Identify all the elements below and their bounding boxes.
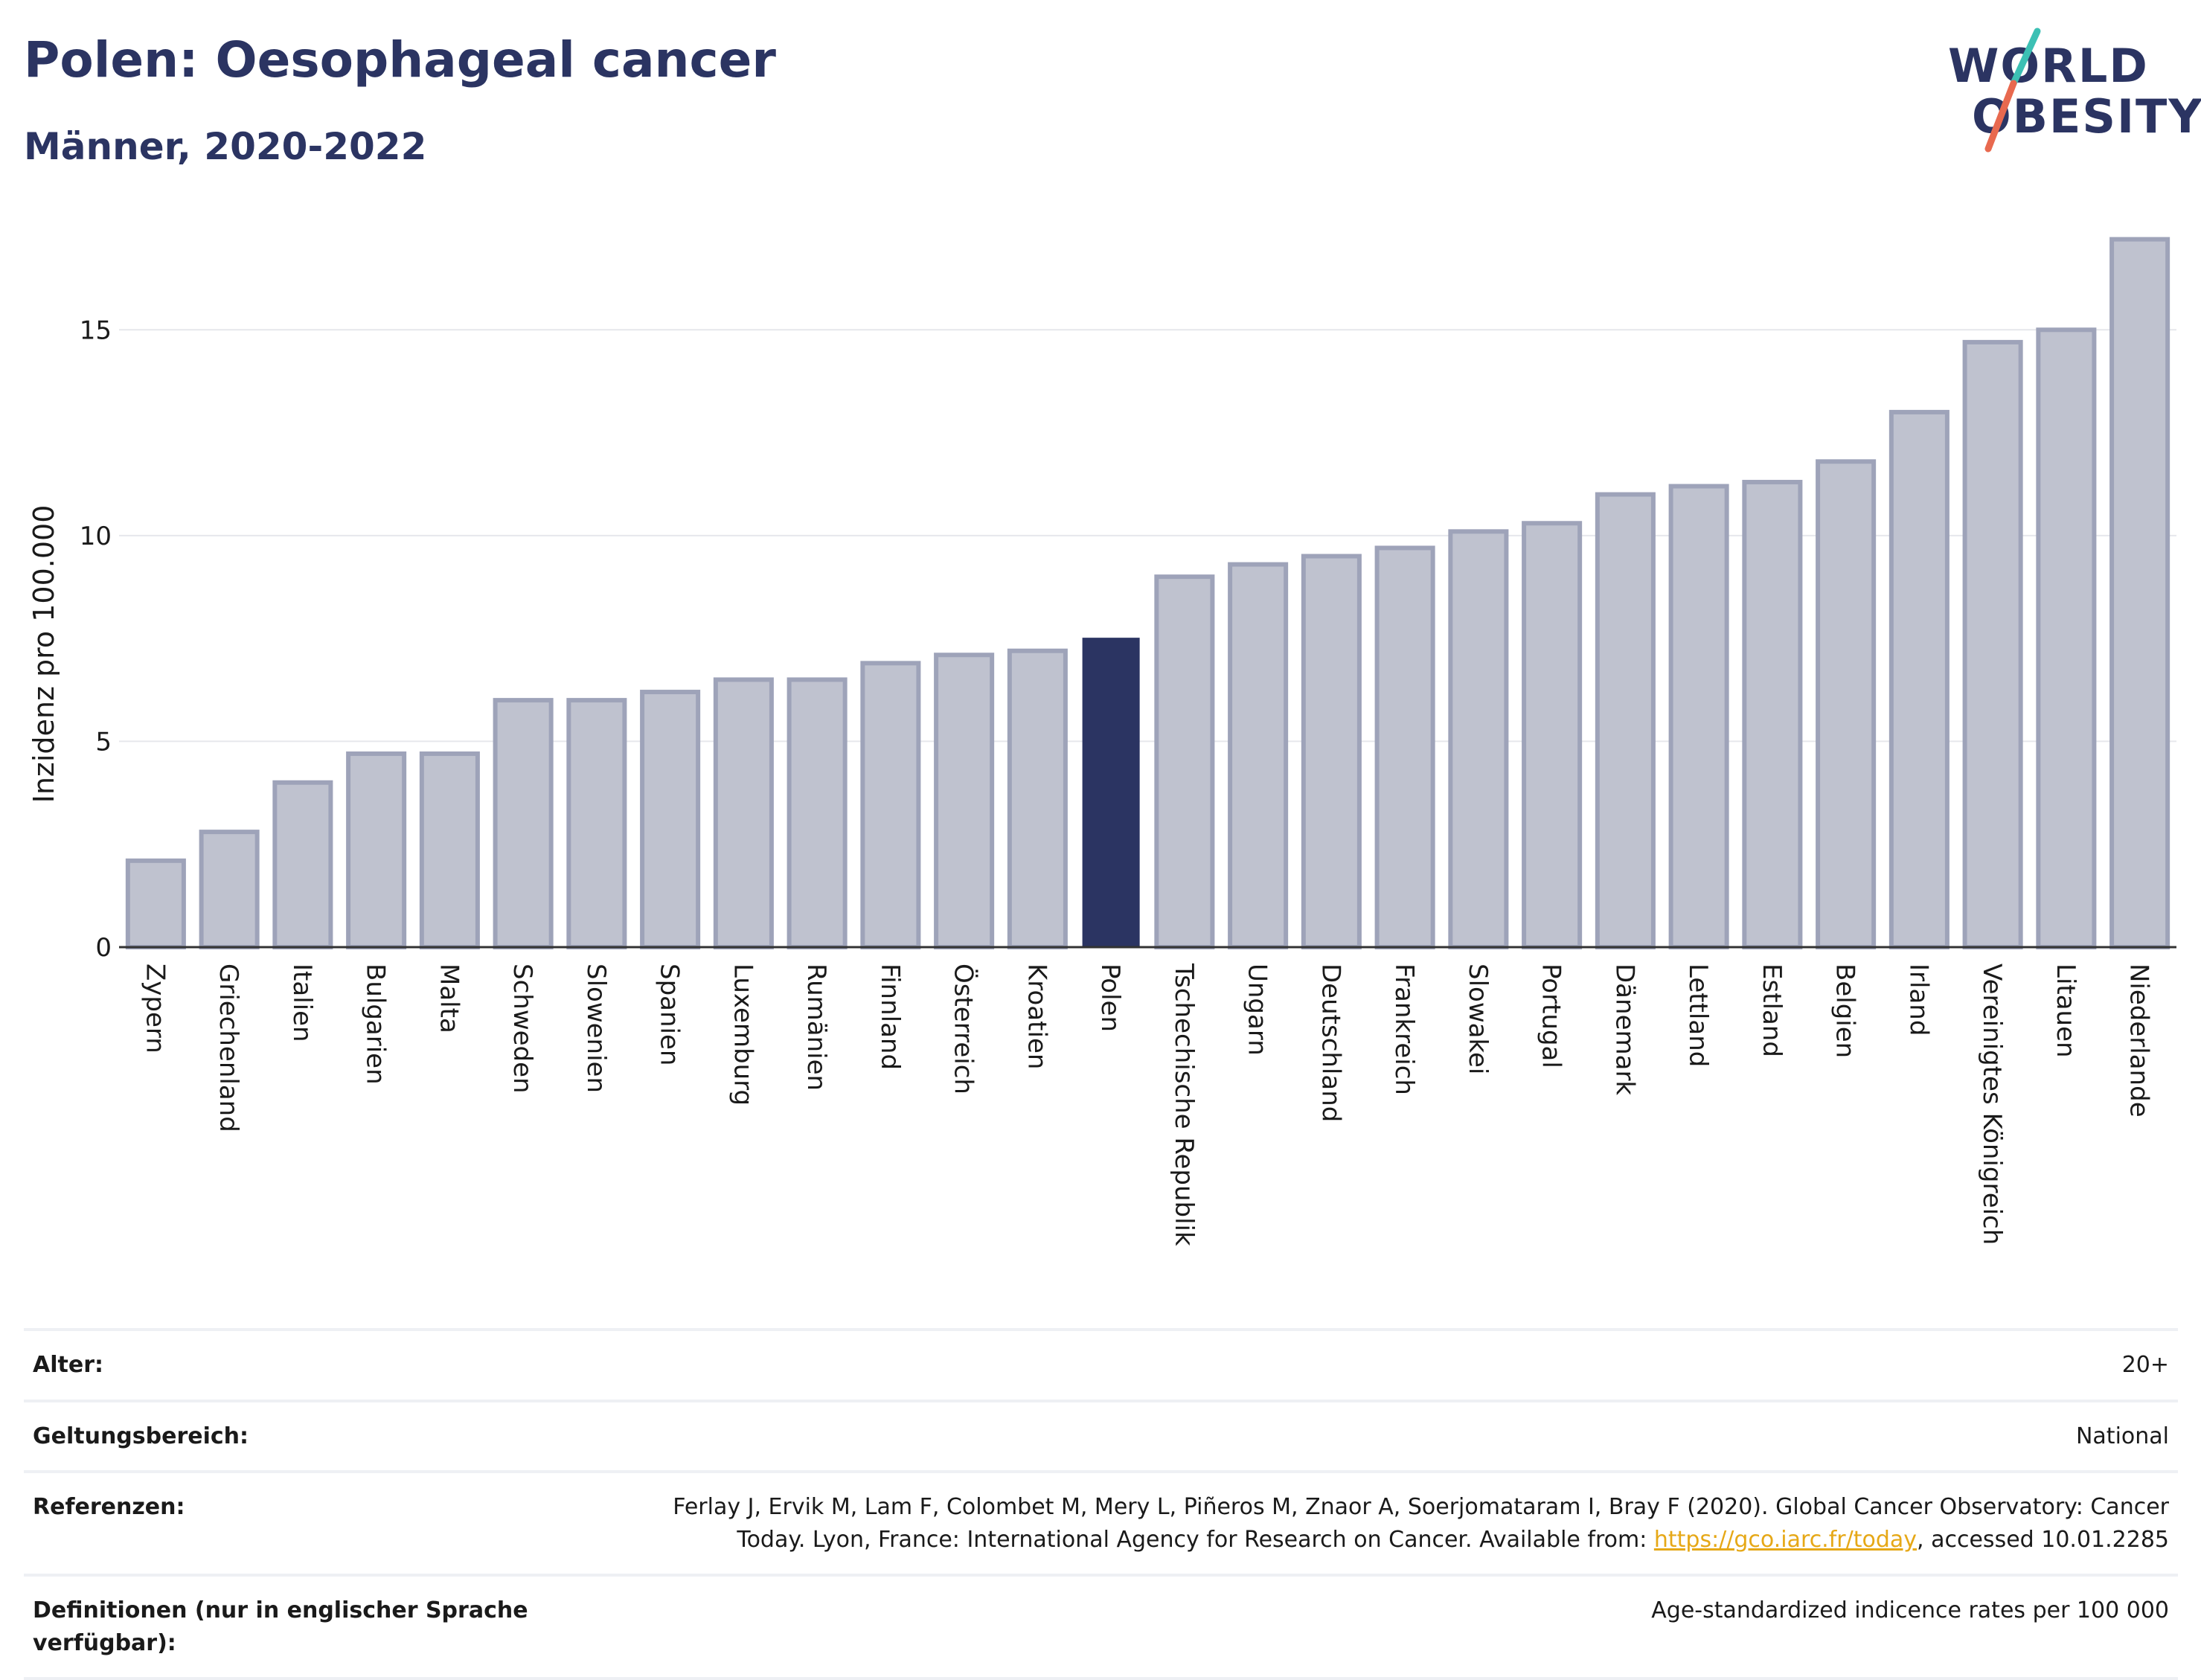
x-tick-label: Portugal: [1537, 964, 1566, 1068]
bar: [419, 751, 480, 949]
x-tick-label: Spanien: [655, 964, 685, 1065]
x-tick-label: Kroatien: [1022, 964, 1051, 1069]
x-tick-label: Estland: [1757, 964, 1787, 1057]
reference-text-3: , accessed 10.01.2285: [1917, 1526, 2169, 1553]
x-tick-label: Vereinigtes Königreich: [1977, 964, 2007, 1245]
x-tick-label: Irland: [1903, 964, 1933, 1036]
y-tick-label: 5: [95, 727, 112, 757]
x-tick-label: Polen: [1095, 964, 1125, 1032]
x-tick-label: Finnland: [875, 964, 905, 1070]
meta-scope-value: National: [2075, 1423, 2169, 1449]
bar: [346, 751, 407, 949]
bar: [1154, 574, 1215, 950]
bar: [2109, 237, 2170, 949]
reference-text-2: Today. Lyon, France: International Agenc…: [737, 1526, 1654, 1553]
bar: [1522, 521, 1583, 949]
x-tick-label: Griechenland: [214, 964, 243, 1132]
bar: [786, 677, 848, 949]
reference-text-1: Ferlay J, Ervik M, Lam F, Colombet M, Me…: [673, 1494, 2169, 1520]
x-tick-label: Rumänien: [801, 964, 831, 1091]
bar: [566, 698, 627, 949]
metadata-table: Alter: 20+ Geltungsbereich: National Ref…: [24, 1328, 2178, 1680]
y-axis-label: Inzidenz pro 100.000: [28, 505, 60, 804]
meta-age-value: 20+: [2121, 1352, 2169, 1378]
x-tick-label: Tschechische Republik: [1169, 963, 1199, 1246]
meta-scope-label: Geltungsbereich:: [33, 1423, 249, 1449]
bar: [2036, 327, 2097, 950]
bar: [493, 698, 554, 949]
bar: [1742, 479, 1803, 950]
bar: [1595, 492, 1656, 949]
bar: [1668, 484, 1729, 950]
x-tick-label: Bulgarien: [361, 964, 391, 1085]
meta-row-references: Referenzen: Ferlay J, Ervik M, Lam F, Co…: [24, 1472, 2178, 1575]
bar-chart: 0 5 10 15 Inzidenz pro 100.000 Zypern Griechen…: [28, 237, 2176, 1246]
meta-definitions-value: Age-standardized indicence rates per 100…: [1651, 1597, 2169, 1623]
world-obesity-logo: WORLD OBESITY: [1942, 22, 2201, 156]
bar: [1301, 554, 1362, 949]
bar: [125, 858, 186, 950]
y-tick-label: 0: [95, 933, 112, 963]
bar: [199, 830, 260, 949]
meta-references-value: Ferlay J, Ervik M, Lam F, Colombet M, Me…: [563, 1472, 2178, 1575]
x-tick-label: Luxemburg: [728, 964, 757, 1106]
x-tick-label: Slowakei: [1463, 964, 1493, 1074]
bar: [272, 780, 333, 949]
bar: [1962, 339, 2023, 949]
bar: [1228, 562, 1289, 949]
x-tick-label: Slowenien: [581, 964, 611, 1093]
meta-references-label: Referenzen:: [33, 1494, 185, 1520]
reference-link[interactable]: https://gco.iarc.fr/today: [1653, 1526, 1918, 1553]
x-tick-label: Litauen: [2051, 964, 2080, 1058]
meta-definitions-label: Definitionen (nur in englischer Sprache …: [33, 1597, 528, 1656]
bar: [640, 690, 701, 950]
bar: [1888, 409, 1949, 949]
x-tick-label: Niederlande: [2124, 964, 2154, 1118]
bar: [1448, 529, 1509, 949]
bar: [713, 677, 774, 949]
x-tick-label: Deutschland: [1316, 964, 1345, 1122]
bar: [934, 653, 995, 949]
x-tick-label: Belgien: [1830, 964, 1860, 1058]
bar: [1374, 545, 1435, 949]
x-tick-label: Ungarn: [1243, 964, 1272, 1056]
x-tick-label: Dänemark: [1609, 964, 1639, 1095]
x-tick-label: Österreich: [949, 964, 979, 1094]
meta-age-label: Alter:: [33, 1352, 103, 1378]
meta-row-age: Alter: 20+: [24, 1330, 2178, 1401]
chart-title: Polen: Oesophageal cancer: [24, 31, 776, 89]
y-tick-label: 10: [80, 522, 112, 551]
logo-line-1: WORLD: [1948, 39, 2149, 93]
x-tick-label: Frankreich: [1389, 964, 1419, 1095]
bar: [1816, 459, 1877, 949]
x-tick-label: Italien: [287, 964, 317, 1042]
chart-subtitle: Männer, 2020-2022: [24, 125, 427, 168]
logo-slash-icon: [1984, 28, 2041, 153]
x-tick-label: Malta: [434, 964, 464, 1033]
bar: [1082, 638, 1140, 949]
x-tick-label: Schweden: [507, 964, 537, 1094]
y-tick-label: 15: [80, 315, 112, 345]
bar: [1007, 648, 1068, 949]
meta-row-definitions: Definitionen (nur in englischer Sprache …: [24, 1575, 2178, 1679]
meta-row-scope: Geltungsbereich: National: [24, 1400, 2178, 1472]
x-tick-label: Lettland: [1683, 964, 1713, 1067]
x-tick-label: Zypern: [140, 964, 170, 1054]
bar: [860, 661, 921, 949]
